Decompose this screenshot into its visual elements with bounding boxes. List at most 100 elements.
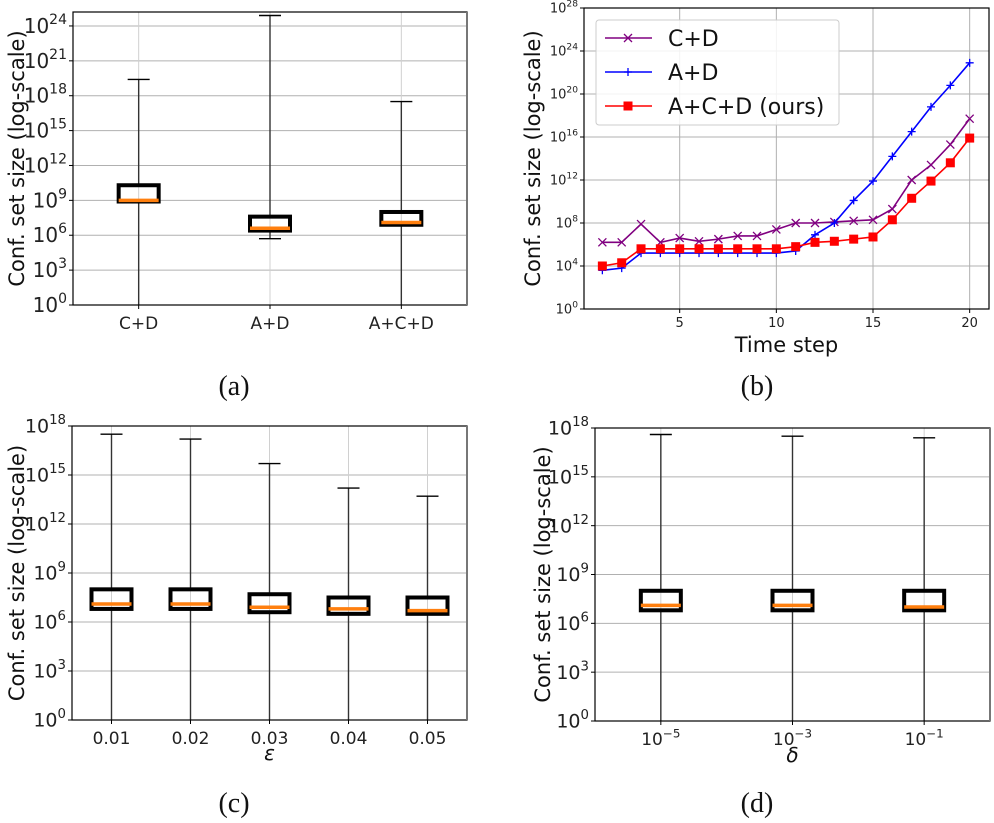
- y-axis-label: Conf. set size (log-scale): [531, 446, 555, 702]
- data-point-plus: [946, 81, 955, 90]
- y-tick-label: 100: [33, 707, 66, 732]
- data-point-plus: [830, 219, 839, 227]
- x-tick-label: 15: [865, 316, 882, 331]
- y-tick-label: 103: [33, 256, 67, 282]
- data-point-x: [791, 218, 801, 228]
- data-point-plus: [907, 127, 916, 136]
- panel-caption: (a): [218, 371, 249, 402]
- y-tick-label: 1021: [24, 47, 67, 73]
- y-tick-label: 103: [556, 659, 589, 684]
- x-tick-label: 10−3: [773, 726, 812, 750]
- box-iqr: [638, 588, 683, 613]
- box-iqr: [902, 588, 947, 613]
- series-c-d: [597, 114, 975, 247]
- data-point-square: [617, 258, 627, 268]
- box-iqr: [326, 595, 371, 616]
- y-tick-label: 100: [556, 708, 589, 733]
- legend-marker-x: [623, 33, 633, 43]
- data-point-x: [771, 224, 781, 234]
- legend-label: A+D: [668, 61, 718, 86]
- data-point-plus: [849, 196, 858, 205]
- box-item: 0.05: [405, 426, 450, 749]
- legend-entry: C+D: [605, 27, 719, 52]
- x-tick-label: 0.02: [172, 729, 210, 749]
- y-tick-label: 100: [33, 291, 67, 317]
- data-point-square: [965, 133, 975, 143]
- data-point-x: [868, 215, 878, 225]
- data-point-x: [926, 160, 936, 170]
- x-axis-label: Time step: [734, 333, 839, 357]
- panel-caption: (b): [741, 371, 774, 402]
- data-point-plus: [927, 102, 936, 111]
- y-tick-label: 1024: [24, 12, 67, 38]
- legend-entry: A+D: [605, 61, 718, 86]
- x-tick-label: 10−1: [905, 726, 944, 750]
- x-tick-label: 0.05: [409, 729, 447, 749]
- box-iqr: [770, 588, 815, 613]
- y-axis-label: Conf. set size (log-scale): [5, 445, 29, 701]
- y-axis-label: Conf. set size (log-scale): [5, 30, 29, 286]
- x-tick-label: 10: [768, 316, 785, 331]
- data-point-square: [655, 244, 665, 254]
- y-axis-label: Conf. set size (log-scale): [521, 30, 545, 286]
- y-tick-label: 108: [556, 215, 579, 232]
- x-tick-label: 0.03: [251, 729, 289, 749]
- data-point-plus: [811, 230, 820, 239]
- legend-entry: A+C+D (ours): [605, 95, 824, 120]
- y-tick-label: 1018: [25, 413, 66, 438]
- box-item: 0.02: [168, 426, 213, 749]
- x-tick-label: 0.04: [330, 729, 368, 749]
- y-tick-label: 106: [33, 609, 66, 634]
- panel-d-box-plot: 100 103 106 109 1012 1015 1018 Conf. set size (…: [531, 415, 991, 819]
- data-point-square: [675, 244, 685, 254]
- series-line: [602, 118, 971, 244]
- box-iqr: [405, 595, 450, 616]
- data-point-x: [965, 114, 975, 124]
- box-item: 0.03: [247, 426, 292, 749]
- data-point-square: [829, 236, 839, 246]
- data-point-x: [810, 218, 820, 228]
- box-item: 0.01: [89, 426, 134, 749]
- box-iqr: [89, 587, 134, 611]
- y-tick-label: 1020: [550, 86, 578, 103]
- data-point-square: [887, 215, 897, 225]
- y-tick-label: 109: [33, 560, 66, 585]
- data-point-square: [771, 244, 781, 254]
- data-point-x: [617, 237, 627, 247]
- data-point-x: [907, 175, 917, 185]
- legend-label: C+D: [668, 27, 719, 52]
- data-point-square: [810, 237, 820, 247]
- data-point-square: [752, 244, 762, 254]
- y-tick-label: 1015: [24, 117, 67, 143]
- x-axis-label: δ: [786, 743, 798, 767]
- y-tick-label: 1024: [550, 43, 578, 60]
- y-tick-label: 1012: [24, 151, 67, 177]
- data-point-x: [945, 140, 955, 149]
- data-point-x: [713, 234, 723, 244]
- data-point-square: [791, 242, 801, 252]
- box-item: 10−5: [638, 428, 683, 750]
- data-point-square: [636, 244, 646, 254]
- data-point-square: [597, 261, 607, 271]
- axes-frame: [583, 7, 990, 310]
- data-point-plus: [888, 152, 897, 161]
- panel-caption: (c): [218, 788, 249, 819]
- data-point-square: [945, 158, 955, 168]
- data-point-square: [849, 234, 859, 244]
- y-tick-label: 1018: [24, 82, 67, 108]
- box-item: A+D: [248, 12, 292, 334]
- legend-marker-square: [623, 101, 633, 111]
- series-a-c-d-ours-: [597, 133, 975, 271]
- box-iqr: [247, 592, 292, 615]
- y-tick-label: 106: [33, 221, 67, 247]
- panel-caption: (d): [741, 788, 774, 819]
- y-tick-label: 1012: [25, 511, 66, 536]
- y-tick-label: 1016: [550, 129, 578, 146]
- y-tick-label: 100: [556, 301, 579, 318]
- legend: C+D A+D A+C+D (ours): [595, 19, 840, 126]
- x-axis-label: ε: [264, 741, 275, 765]
- data-point-square: [733, 244, 743, 254]
- box-item: 10−1: [902, 428, 947, 750]
